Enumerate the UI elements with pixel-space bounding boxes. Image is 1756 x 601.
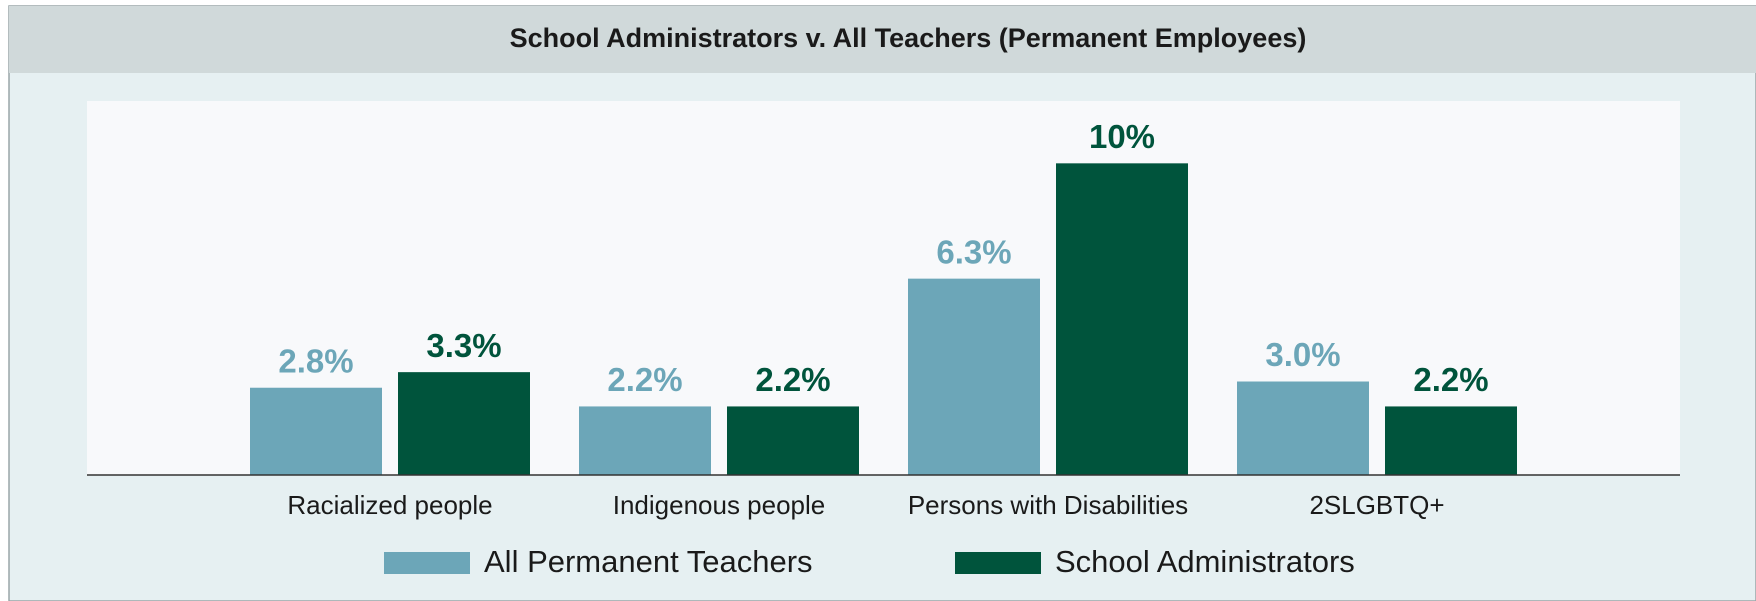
bar [579,406,711,475]
x-tick-label: Indigenous people [613,490,826,520]
legend-label: All Permanent Teachers [484,544,813,579]
bar [1056,163,1188,476]
bar [1385,406,1517,475]
value-label: 6.3% [936,233,1011,270]
value-label: 2.2% [607,361,682,398]
value-label: 10% [1089,118,1155,155]
value-label: 3.3% [426,327,501,364]
value-label: 2.2% [755,361,830,398]
value-label: 2.2% [1413,361,1488,398]
value-label: 3.0% [1265,336,1340,373]
bar [1237,381,1369,475]
x-tick-label: Persons with Disabilities [908,490,1188,520]
bar [398,372,530,475]
bar [908,278,1040,475]
legend-label: School Administrators [1055,544,1355,579]
x-tick-label: 2SLGBTQ+ [1309,490,1444,520]
bar [727,406,859,475]
bar [250,387,382,475]
value-label: 2.8% [278,342,353,379]
x-tick-label: Racialized people [287,490,492,520]
legend-swatch [955,552,1041,574]
header [9,6,1756,73]
legend-swatch [384,552,470,574]
chart-title: School Administrators v. All Teachers (P… [510,23,1307,53]
